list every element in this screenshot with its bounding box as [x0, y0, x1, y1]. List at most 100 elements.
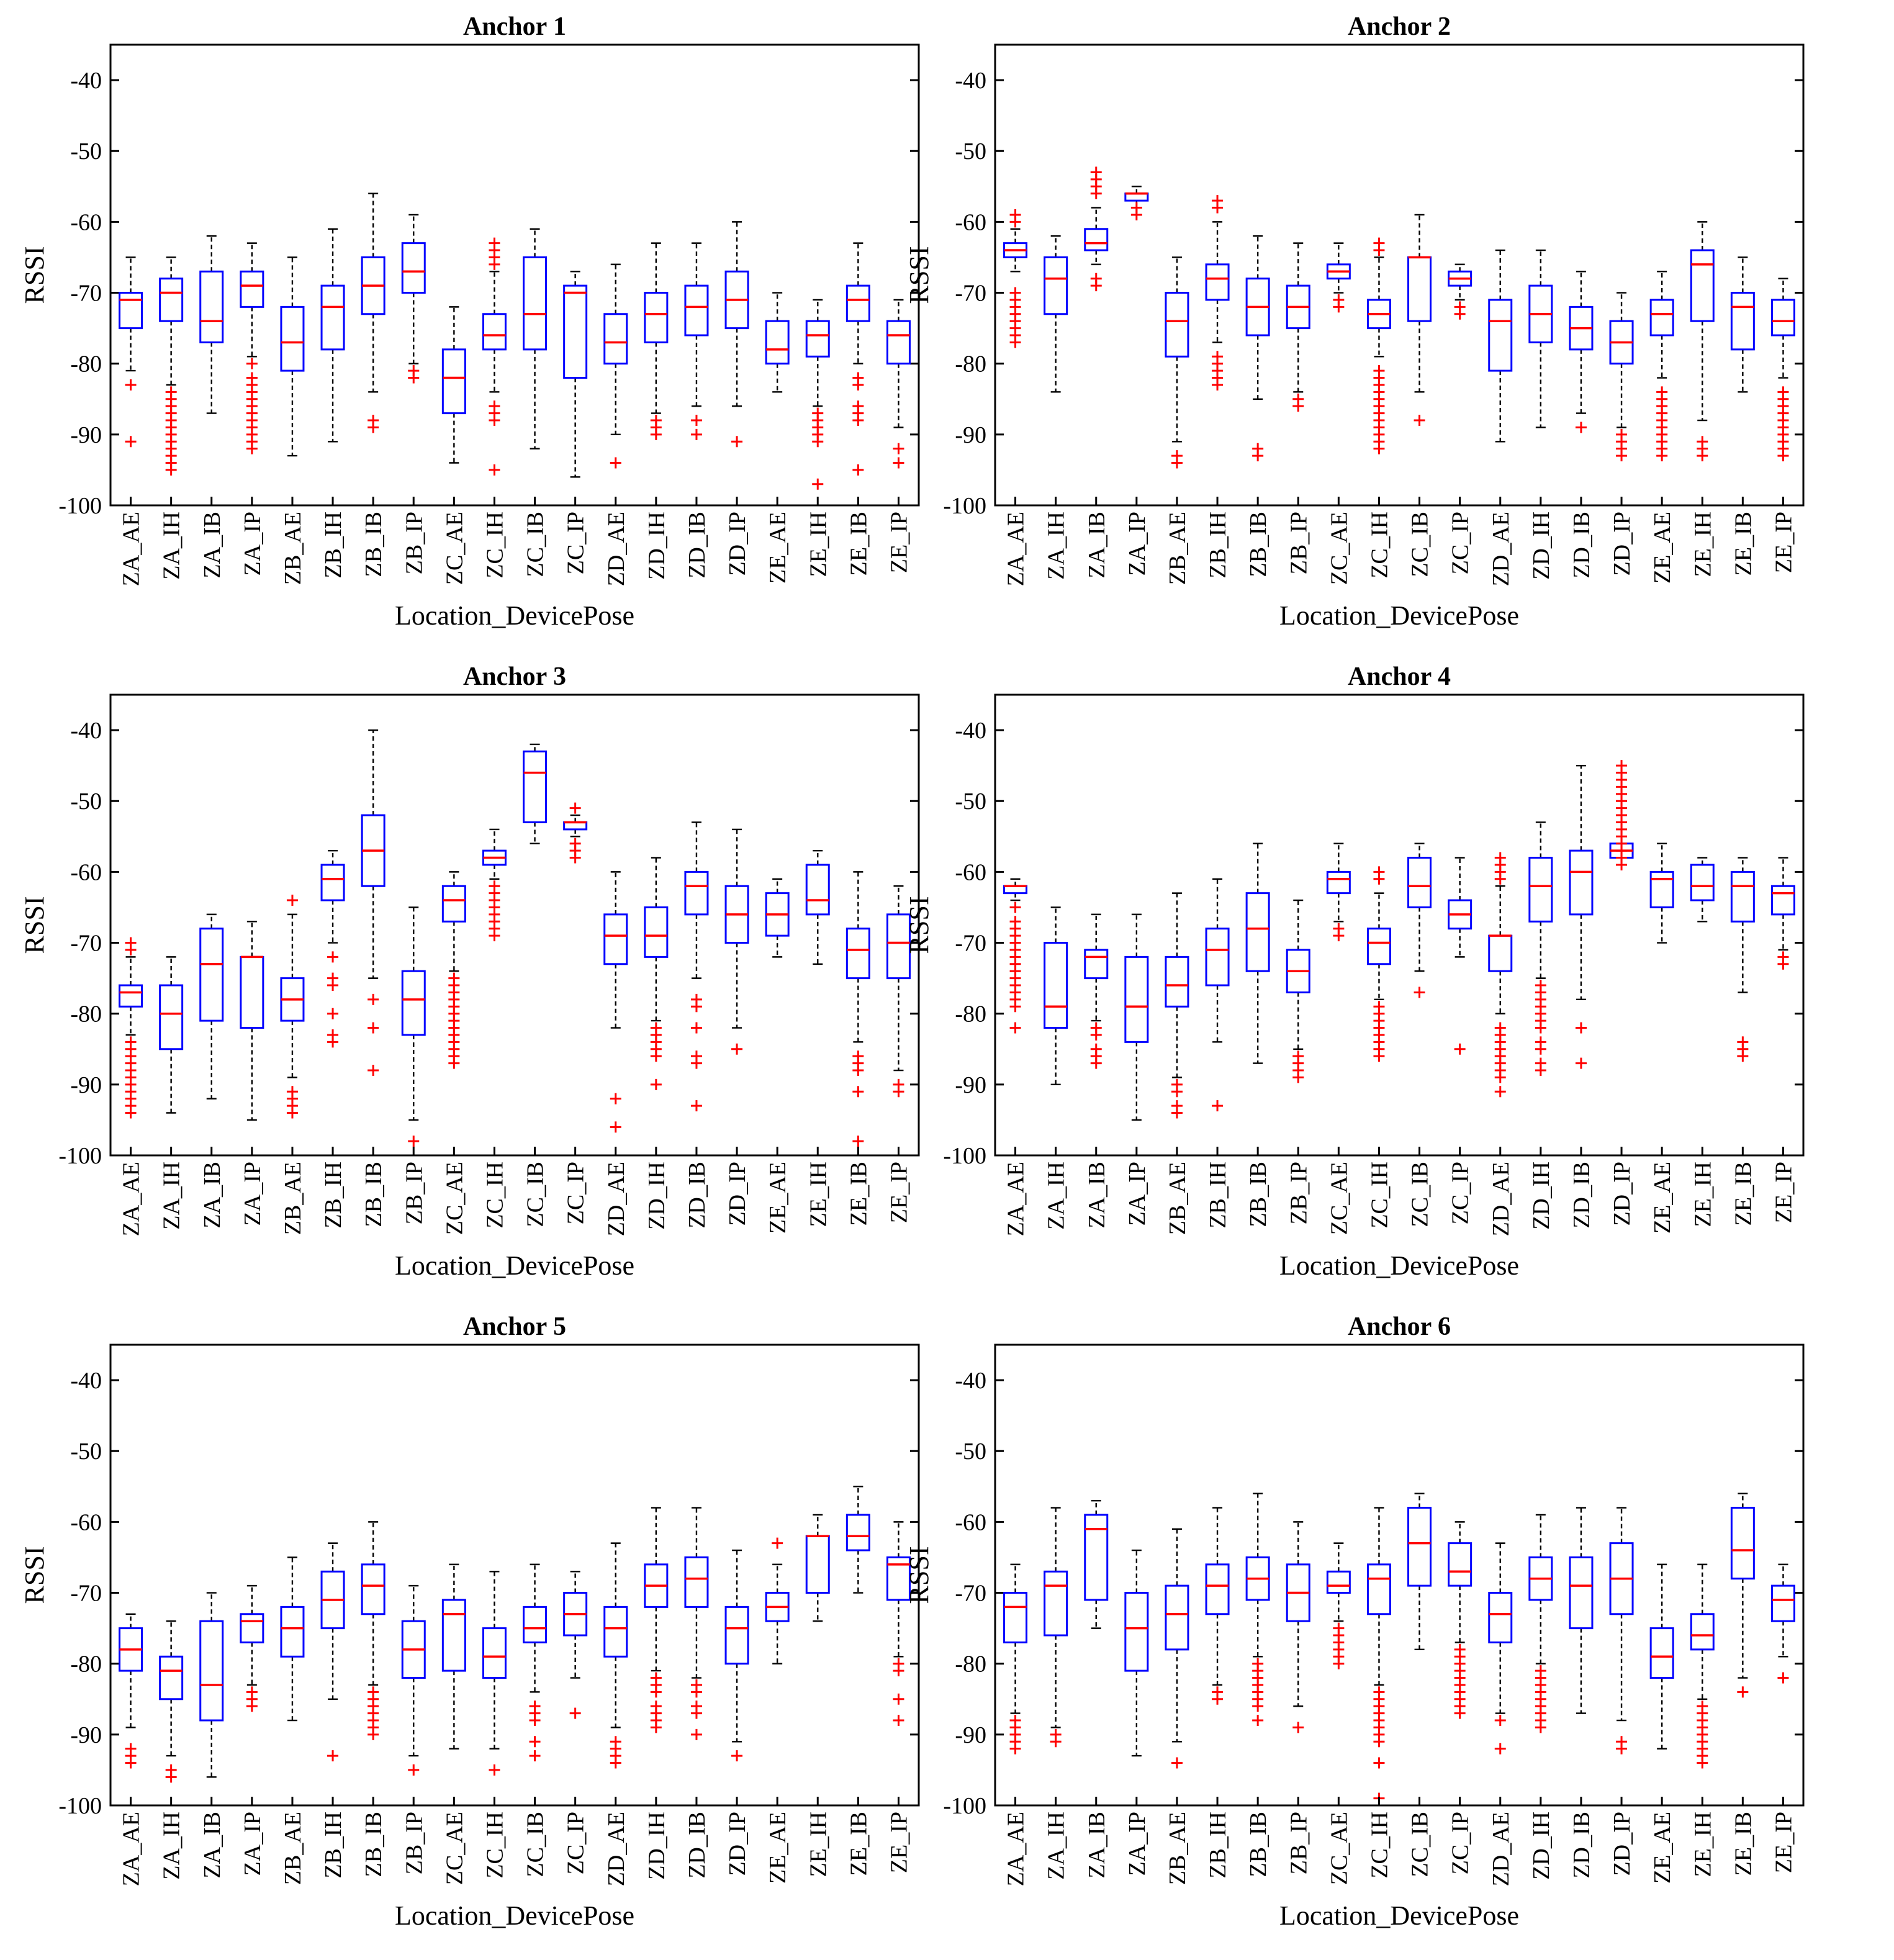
iqr-box	[1690, 1613, 1715, 1651]
box-ZB_IH	[1205, 1507, 1230, 1705]
box-ZA_IP	[1124, 1549, 1149, 1757]
box-ZD_IB	[1569, 764, 1594, 1069]
iqr-box	[846, 284, 870, 322]
iqr-box	[1044, 942, 1068, 1029]
y-tick-label: -100	[58, 493, 102, 519]
x-tick-label: ZA_IB	[199, 1162, 225, 1229]
outlier-marker	[1212, 1100, 1224, 1112]
x-tick-label: ZA_IB	[1084, 1162, 1110, 1229]
x-tick-label: ZA_IH	[1044, 512, 1070, 580]
iqr-box	[1205, 928, 1230, 987]
iqr-box	[1770, 299, 1795, 336]
x-tick-label: ZC_IP	[1448, 1162, 1474, 1224]
outlier-marker	[1575, 1057, 1587, 1069]
x-tick-label: ZA_AE	[119, 512, 145, 586]
x-tick-label: ZA_IH	[1044, 1812, 1070, 1880]
outlier-marker	[1333, 1658, 1345, 1669]
x-tick-label: ZB_AE	[1165, 512, 1191, 585]
iqr-box	[1084, 1514, 1109, 1601]
y-tick-label: -60	[955, 1509, 986, 1535]
x-tick-label: ZD_IH	[644, 1162, 670, 1230]
x-tick-label: ZA_IB	[1084, 1812, 1110, 1879]
outlier-marker	[368, 1022, 379, 1034]
y-tick-label: -80	[70, 351, 102, 377]
box-ZD_AE	[1488, 249, 1513, 443]
iqr-box	[119, 984, 143, 1008]
x-tick-label: ZB_AE	[280, 512, 306, 585]
outlier-marker	[408, 372, 420, 384]
outlier-marker	[1697, 1757, 1708, 1769]
iqr-box	[603, 313, 628, 365]
x-tick-label: ZD_IP	[724, 1162, 751, 1226]
outlier-marker	[1494, 1072, 1506, 1083]
iqr-box	[805, 320, 830, 358]
x-tick-label: ZD_IH	[1528, 512, 1554, 580]
outlier-marker	[610, 1121, 621, 1133]
iqr-box	[159, 278, 184, 322]
outlier-marker	[1333, 301, 1345, 313]
x-tick-label: ZE_IB	[846, 1812, 872, 1876]
outlier-marker	[690, 1100, 702, 1112]
x-tick-label: ZD_IB	[684, 512, 710, 579]
box-ZB_IH	[320, 228, 345, 443]
x-axis-label: Location_DevicePose	[1279, 1250, 1519, 1281]
y-tick-label: -70	[955, 931, 986, 957]
box-ZC_AE	[1326, 242, 1351, 313]
x-tick-label: ZD_IP	[1609, 1812, 1635, 1876]
outlier-marker	[1575, 1022, 1587, 1034]
iqr-box	[1649, 299, 1674, 336]
iqr-box	[603, 1605, 628, 1658]
x-tick-label: ZD_AE	[603, 512, 629, 586]
box-ZD_IB	[684, 242, 709, 440]
outlier-marker	[852, 1086, 864, 1098]
x-tick-label: ZC_AE	[441, 1162, 467, 1235]
box-ZD_IB	[684, 821, 709, 1112]
y-tick-label: -80	[955, 1651, 986, 1678]
outlier-marker	[650, 1686, 662, 1698]
x-tick-label: ZE_IP	[1770, 1162, 1797, 1223]
box-ZB_AE	[280, 895, 305, 1119]
box-ZC_AE	[1326, 1542, 1351, 1669]
outlier-marker	[1090, 187, 1102, 199]
box-ZD_IP	[1609, 1507, 1634, 1755]
x-tick-label: ZA_IP	[240, 1162, 266, 1226]
outlier-marker	[1009, 336, 1021, 348]
box-ZE_AE	[765, 878, 790, 958]
y-tick-label: -40	[955, 718, 986, 744]
outlier-marker	[1494, 1743, 1506, 1755]
outlier-marker	[408, 1764, 420, 1776]
iqr-box	[1770, 885, 1795, 916]
panel-anchor-4: Anchor 4 RSSI Location_DevicePose -40 -50 -60…	[904, 662, 1805, 1281]
iqr-box	[1366, 1563, 1391, 1615]
outlier-marker	[1616, 450, 1628, 462]
iqr-box	[1165, 955, 1189, 1008]
outlier-marker	[731, 1750, 743, 1762]
y-axis-label: RSSI	[19, 896, 50, 954]
x-tick-label: ZB_IP	[1286, 512, 1312, 574]
box-ZE_IB	[846, 1486, 870, 1594]
x-tick-label: ZA_IB	[199, 1812, 225, 1879]
y-tick-label: -60	[70, 1509, 102, 1535]
x-tick-label: ZE_IB	[846, 512, 872, 576]
box-ZC_IP	[563, 802, 588, 864]
x-tick-label: ZB_IP	[401, 1812, 427, 1874]
box-ZB_IB	[361, 729, 386, 1077]
box-ZE_AE	[1649, 842, 1674, 944]
x-tick-label: ZC_IP	[1448, 512, 1474, 574]
x-tick-label: ZE_AE	[1649, 1162, 1675, 1234]
outlier-marker	[610, 457, 621, 469]
iqr-box	[320, 864, 345, 901]
x-tick-label: ZC_IH	[1366, 1162, 1392, 1229]
box-ZA_IH	[159, 1620, 184, 1783]
x-tick-label: ZE_AE	[765, 1162, 791, 1234]
x-tick-label: ZC_IH	[482, 512, 508, 579]
iqr-box	[1488, 934, 1513, 972]
outlier-marker	[1697, 450, 1708, 462]
y-tick-label: -90	[70, 422, 102, 448]
iqr-box	[199, 928, 224, 1022]
box-ZD_IH	[1528, 249, 1553, 428]
box-ZC_IB	[523, 228, 548, 449]
x-tick-label: ZE_IB	[846, 1162, 872, 1226]
box-ZD_IP	[1609, 292, 1634, 462]
